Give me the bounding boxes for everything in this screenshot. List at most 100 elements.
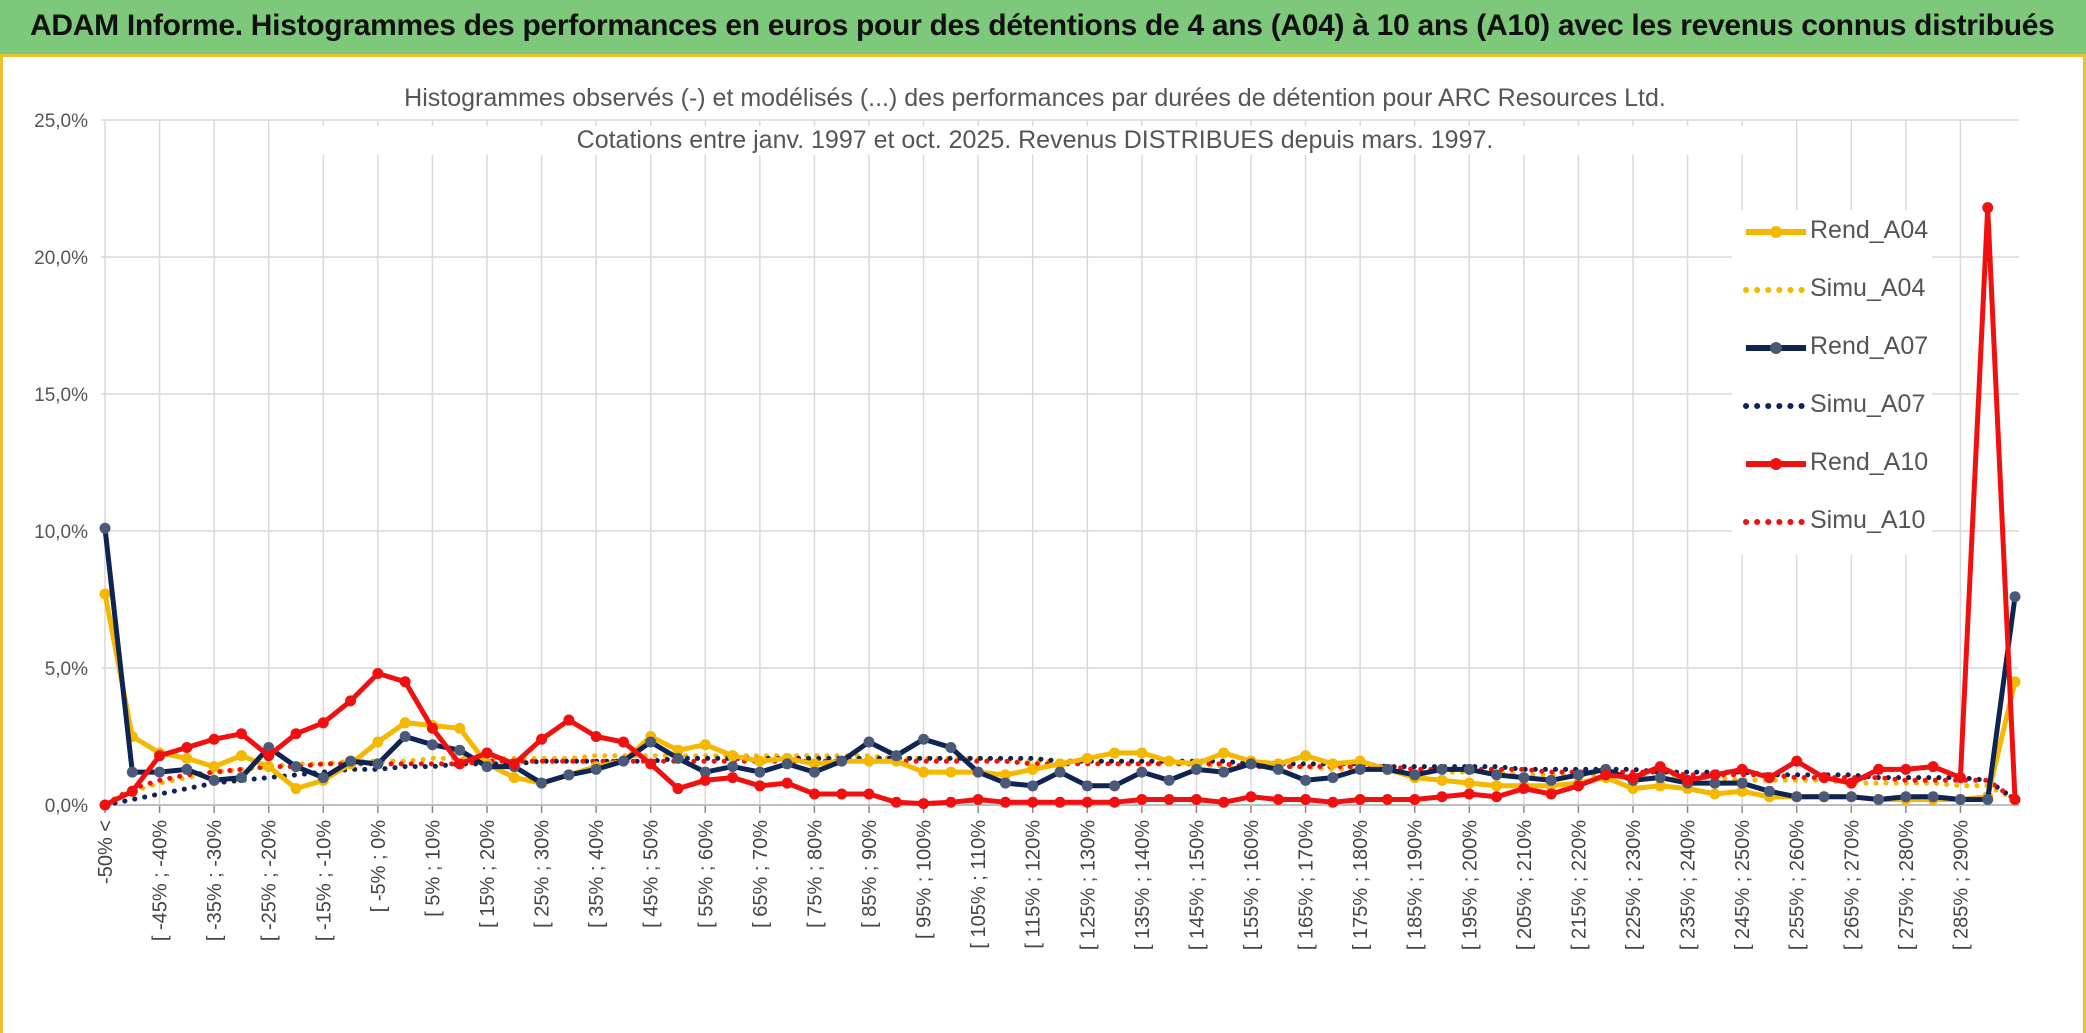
- legend-item-simu-a10: Simu_A10: [1732, 500, 1932, 540]
- legend-label: Simu_A07: [1810, 390, 1926, 418]
- data-point-rend-a10: [781, 777, 793, 789]
- x-tick-label: [ 185% ; 190%: [1405, 820, 1427, 950]
- data-point-rend-a07: [1763, 785, 1775, 797]
- data-point-rend-a07: [536, 777, 548, 789]
- data-point-rend-a10: [1845, 777, 1857, 789]
- data-point-rend-a10: [1409, 794, 1421, 806]
- data-point-rend-a10: [563, 714, 575, 726]
- data-point-rend-a10: [890, 796, 902, 808]
- data-point-rend-a07: [1982, 794, 1994, 806]
- x-tick-label: [ 85% ; 90%: [859, 820, 881, 928]
- data-point-rend-a10: [1600, 769, 1612, 781]
- legend-item-rend-a10: Rend_A10: [1732, 442, 1932, 482]
- data-point-rend-a07: [1381, 763, 1393, 775]
- data-point-rend-a07: [454, 744, 466, 756]
- x-tick-label: -50% <: [95, 820, 117, 884]
- data-point-rend-a07: [754, 766, 766, 778]
- data-point-rend-a07: [918, 733, 930, 745]
- data-point-rend-a10: [808, 788, 820, 800]
- data-point-rend-a07: [563, 769, 575, 781]
- chart-title: Histogrammes observés (-) et modélisés (…: [310, 84, 1760, 113]
- x-tick-label: [ 285% ; 290%: [1950, 820, 1972, 950]
- data-point-rend-a10: [754, 780, 766, 792]
- data-point-rend-a04: [1081, 752, 1093, 764]
- data-point-rend-a07: [1027, 780, 1039, 792]
- data-point-rend-a07: [1436, 763, 1448, 775]
- x-tick-label: [ 255% ; 260%: [1787, 820, 1809, 950]
- data-point-rend-a04: [1218, 747, 1230, 759]
- data-point-rend-a04: [454, 722, 466, 734]
- data-point-rend-a10: [345, 695, 357, 707]
- data-point-rend-a07: [1954, 794, 1966, 806]
- data-point-rend-a10: [1272, 794, 1284, 806]
- data-point-rend-a07: [126, 766, 138, 778]
- data-point-rend-a10: [727, 772, 739, 784]
- data-point-rend-a07: [345, 755, 357, 767]
- data-point-rend-a07: [972, 766, 984, 778]
- data-point-rend-a10: [699, 774, 711, 786]
- data-point-rend-a04: [1327, 758, 1339, 770]
- legend-label: Rend_A04: [1810, 216, 1929, 244]
- data-point-rend-a04: [1491, 780, 1503, 792]
- x-tick-label: [ 75% ; 80%: [804, 820, 826, 928]
- data-point-rend-a10: [1054, 796, 1066, 808]
- data-point-rend-a10: [263, 750, 275, 762]
- data-point-rend-a04: [863, 755, 875, 767]
- data-point-rend-a10: [481, 747, 493, 759]
- y-tick-label: 5,0%: [45, 659, 88, 680]
- x-tick-label: [ 55% ; 60%: [695, 820, 717, 928]
- x-tick-label: [ 275% ; 280%: [1896, 820, 1918, 950]
- data-point-rend-a10: [290, 728, 302, 740]
- data-point-rend-a04: [508, 772, 520, 784]
- data-point-rend-a07: [1654, 772, 1666, 784]
- data-point-rend-a10: [1791, 755, 1803, 767]
- data-point-rend-a07: [1327, 772, 1339, 784]
- x-tick-label: [ 135% ; 140%: [1132, 820, 1154, 950]
- data-point-rend-a10: [645, 758, 657, 770]
- data-point-rend-a07: [1736, 777, 1748, 789]
- report-banner: ADAM Informe. Histogrammes des performan…: [0, 0, 2086, 57]
- data-point-rend-a04: [918, 766, 930, 778]
- legend-item-rend-a07: Rend_A07: [1732, 326, 1932, 366]
- data-point-rend-a07: [1409, 769, 1421, 781]
- data-point-rend-a10: [1109, 796, 1121, 808]
- data-point-rend-a10: [1136, 794, 1148, 806]
- data-point-rend-a04: [1054, 758, 1066, 770]
- data-point-rend-a07: [727, 761, 739, 773]
- data-point-rend-a10: [1027, 796, 1039, 808]
- data-point-rend-a10: [1163, 794, 1175, 806]
- data-point-rend-a07: [1791, 791, 1803, 803]
- data-point-rend-a04: [999, 769, 1011, 781]
- data-point-rend-a07: [1845, 791, 1857, 803]
- data-point-rend-a10: [1954, 772, 1966, 784]
- data-point-rend-a04: [181, 752, 193, 764]
- x-tick-label: [ 115% ; 120%: [1023, 820, 1045, 949]
- x-tick-label: [ 205% ; 210%: [1514, 820, 1536, 950]
- data-point-rend-a04: [1709, 788, 1721, 800]
- data-point-rend-a07: [1545, 774, 1557, 786]
- legend-label: Rend_A10: [1810, 448, 1929, 476]
- data-point-rend-a04: [372, 736, 384, 748]
- data-point-rend-a10: [1081, 796, 1093, 808]
- report-title: ADAM Informe. Histogrammes des performan…: [30, 9, 2055, 42]
- data-point-rend-a10: [945, 796, 957, 808]
- data-point-rend-a07: [1272, 763, 1284, 775]
- data-point-rend-a07: [1354, 763, 1366, 775]
- data-point-rend-a07: [1245, 758, 1257, 770]
- data-point-rend-a04: [399, 717, 411, 729]
- data-point-rend-a10: [863, 788, 875, 800]
- x-axis-labels: -50% < [ -45% ; -40% [ -35% ; -30% [ -25% ;…: [95, 820, 1972, 950]
- x-tick-label: [ 215% ; 220%: [1568, 820, 1590, 950]
- x-tick-label: [ 165% ; 170%: [1296, 820, 1318, 950]
- data-point-rend-a07: [1900, 791, 1912, 803]
- y-tick-label: 15,0%: [34, 385, 88, 406]
- x-tick-label: [ 25% ; 30%: [532, 820, 554, 928]
- data-point-rend-a10: [181, 741, 193, 753]
- data-point-rend-a04: [1463, 777, 1475, 789]
- data-point-rend-a10: [1818, 772, 1830, 784]
- legend-item-simu-a04: Simu_A04: [1732, 268, 1932, 308]
- series-line-simu-a10: [102, 758, 2018, 808]
- data-point-rend-a10: [1982, 202, 1994, 214]
- data-point-rend-a07: [1491, 769, 1503, 781]
